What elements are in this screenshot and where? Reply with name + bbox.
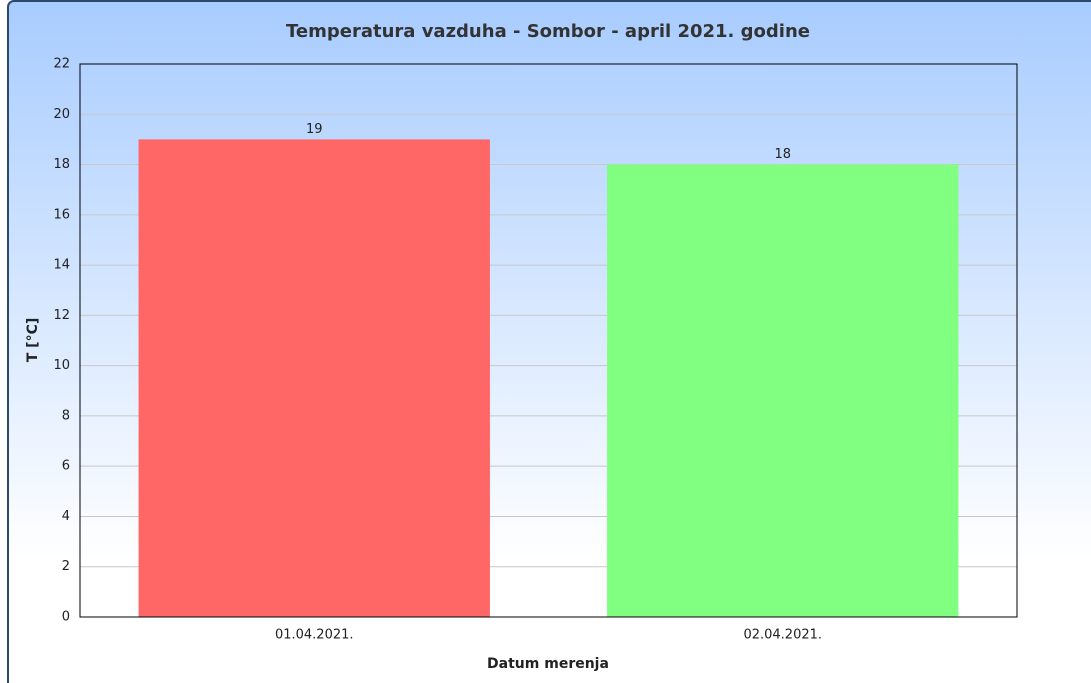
plot-border xyxy=(79,63,1018,618)
chart-title: Temperatura vazduha - Sombor - april 202… xyxy=(286,21,810,42)
y-tick-label: 18 xyxy=(53,157,70,172)
y-tick-label: 6 xyxy=(62,459,70,474)
y-tick-label: 4 xyxy=(62,509,70,524)
x-tick-label: 01.04.2021. xyxy=(275,628,354,643)
y-tick-label: 14 xyxy=(53,258,70,273)
data-label: 18 xyxy=(774,147,791,162)
x-axis-title: Datum merenja xyxy=(487,656,609,672)
x-tick-label: 02.04.2021. xyxy=(743,628,822,643)
y-tick-label: 2 xyxy=(62,559,70,574)
y-axis-title: T [°C] xyxy=(25,318,41,363)
y-tick-label: 16 xyxy=(53,207,70,222)
y-tick-label: 0 xyxy=(62,610,70,625)
y-tick-label: 22 xyxy=(53,57,70,72)
y-tick-label: 20 xyxy=(53,107,70,122)
bar xyxy=(138,139,490,617)
y-tick-label: 10 xyxy=(53,358,70,373)
y-tick-label: 8 xyxy=(62,408,70,423)
data-label: 19 xyxy=(306,122,323,137)
y-tick-label: 12 xyxy=(53,308,70,323)
bar xyxy=(607,164,959,617)
